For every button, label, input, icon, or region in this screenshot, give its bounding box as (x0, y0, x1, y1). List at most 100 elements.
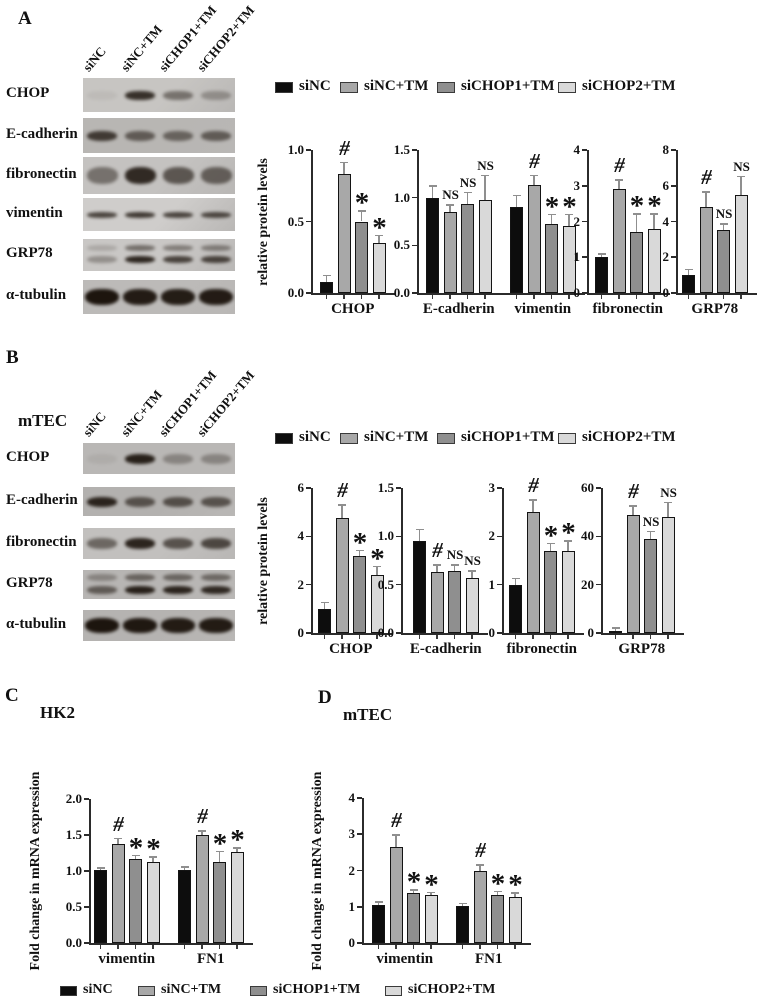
blot-box (83, 570, 235, 599)
y-tick-mark (596, 535, 601, 538)
sig-hash-annotation: # (391, 807, 402, 832)
bar (595, 257, 608, 293)
x-tick-mark (461, 944, 464, 949)
error-bar (532, 500, 534, 513)
error-bar (436, 565, 438, 573)
panel-d-title: mTEC (343, 705, 393, 724)
sig-hash-annotation: # (432, 538, 443, 563)
blot-band (201, 256, 231, 263)
blot-box (83, 78, 235, 112)
blot-band (87, 130, 117, 141)
y-tick-mark (357, 942, 362, 944)
panel-d-letter: D (318, 687, 333, 708)
x-tick-mark (378, 294, 380, 299)
category-label: E-cadherin (409, 641, 482, 657)
y-tick-label: 1.5 (377, 480, 394, 495)
y-tick-mark (84, 870, 89, 872)
error-bar-cap (340, 161, 348, 164)
blot-band (125, 585, 155, 594)
error-bar-cap (433, 564, 441, 566)
x-tick-mark (632, 634, 634, 639)
sig-ns-annotation: NS (733, 158, 750, 174)
y-tick-mark (306, 292, 311, 294)
x-tick-mark (152, 944, 154, 949)
bar (609, 630, 622, 633)
error-bar (687, 269, 690, 276)
category-label: fibronectin (506, 641, 578, 657)
blot-band (201, 538, 231, 549)
blot-row-label: vimentin (6, 204, 63, 221)
x-tick-mark (395, 944, 397, 949)
x-tick-mark (600, 294, 603, 299)
panel-a-legend-label: siNC+TM (364, 78, 429, 94)
x-tick-mark (568, 294, 570, 299)
x-tick-mark (412, 944, 415, 949)
sig-star-annotation: * (629, 190, 645, 223)
bar (630, 232, 643, 293)
error-bar-cap (547, 213, 556, 216)
error-bar-cap (450, 564, 459, 566)
y-tick-label: 6 (297, 480, 305, 495)
x-tick-mark (323, 634, 326, 639)
panel-a-legend-swatch (340, 82, 358, 93)
y-axis (362, 798, 364, 943)
y-tick-mark (671, 256, 676, 259)
sig-hash-annotation: # (614, 153, 625, 178)
bar (370, 575, 384, 633)
y-tick-label: 2 (348, 862, 356, 878)
error-bar (550, 214, 553, 225)
error-bar-cap (320, 601, 329, 604)
sig-hash-annotation: # (339, 135, 350, 160)
bar (661, 517, 675, 633)
error-bar-cap (463, 191, 472, 194)
error-bar-cap (355, 549, 364, 552)
category-label: GRP78 (618, 641, 666, 657)
x-tick-mark (549, 634, 552, 639)
category-label: GRP78 (691, 301, 739, 317)
error-bar-cap (392, 833, 400, 836)
x-tick-mark (236, 944, 238, 949)
bar (626, 514, 640, 633)
sig-hash-annotation: # (528, 473, 539, 498)
x-tick-mark (218, 944, 221, 949)
x-tick-mark (358, 634, 361, 639)
bar (545, 224, 558, 293)
error-bar-cap (546, 542, 555, 545)
y-tick-mark (412, 292, 417, 294)
y-tick-mark (396, 535, 401, 538)
y-tick-mark (582, 256, 587, 259)
y-tick-mark (84, 906, 89, 908)
error-bar (412, 890, 415, 893)
bar (320, 281, 333, 293)
blot-band (123, 289, 157, 305)
x-tick-mark (430, 944, 432, 949)
error-bar-cap (114, 837, 122, 840)
x-tick-mark (418, 634, 421, 639)
category-label: FN1 (475, 951, 503, 967)
blot-band (163, 573, 193, 581)
blot-band (125, 538, 155, 549)
error-bar (395, 834, 397, 847)
y-tick-label: 2 (297, 576, 305, 592)
x-axis (502, 633, 584, 635)
bar (389, 846, 403, 943)
y-tick-mark (357, 833, 362, 836)
y-tick-mark (671, 220, 676, 223)
blot-band (87, 573, 117, 581)
y-tick-label: 60 (581, 480, 594, 495)
lane-label: siNC (79, 408, 109, 440)
error-bar-cap (564, 540, 572, 542)
bottom-legend-swatch (138, 986, 155, 996)
error-bar-cap (737, 175, 745, 178)
panel-a-legend-swatch (275, 82, 293, 93)
blot-band (124, 167, 156, 184)
y-tick-mark (396, 583, 401, 586)
blot-box (83, 487, 235, 516)
blot-band (161, 289, 195, 305)
sig-ns-annotation: NS (446, 547, 464, 563)
x-tick-mark (514, 634, 517, 639)
panel-a-legend-label: siNC (299, 78, 331, 94)
error-bar (453, 565, 456, 572)
sig-star-annotation: * (562, 190, 577, 223)
error-bar-cap (96, 867, 105, 869)
